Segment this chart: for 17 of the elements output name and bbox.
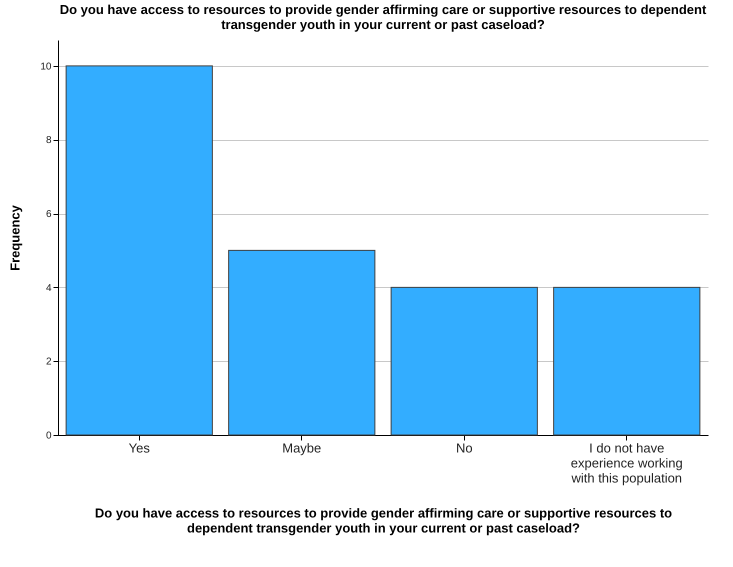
x-tick-label: I do not have experience working with this population (570, 440, 683, 486)
y-tick-label: 2 (46, 356, 52, 368)
x-tick-label: No (456, 440, 473, 456)
bar (553, 286, 700, 436)
bar (228, 250, 376, 436)
y-tick-label: 8 (46, 135, 52, 146)
y-tick-label: 6 (46, 209, 52, 220)
chart-title: Do you have access to resources to provide gender affirming care or supportive resources to dependent transgender youth in your current or past caseload? (60, 2, 707, 32)
bar (390, 286, 538, 436)
x-tick-label: Yes (128, 440, 150, 456)
y-axis-title: Frequency (7, 204, 22, 271)
y-tick-label: 4 (46, 282, 52, 294)
y-tick-label: 0 (46, 430, 52, 442)
y-tick-label: 10 (40, 61, 52, 72)
bar (66, 65, 213, 436)
x-tick-label: Maybe (282, 440, 322, 456)
x-axis-title: Do you have access to resources to provide gender affirming care or supportive resources to dependent transgender youth in your current or past caseload? (94, 506, 672, 536)
